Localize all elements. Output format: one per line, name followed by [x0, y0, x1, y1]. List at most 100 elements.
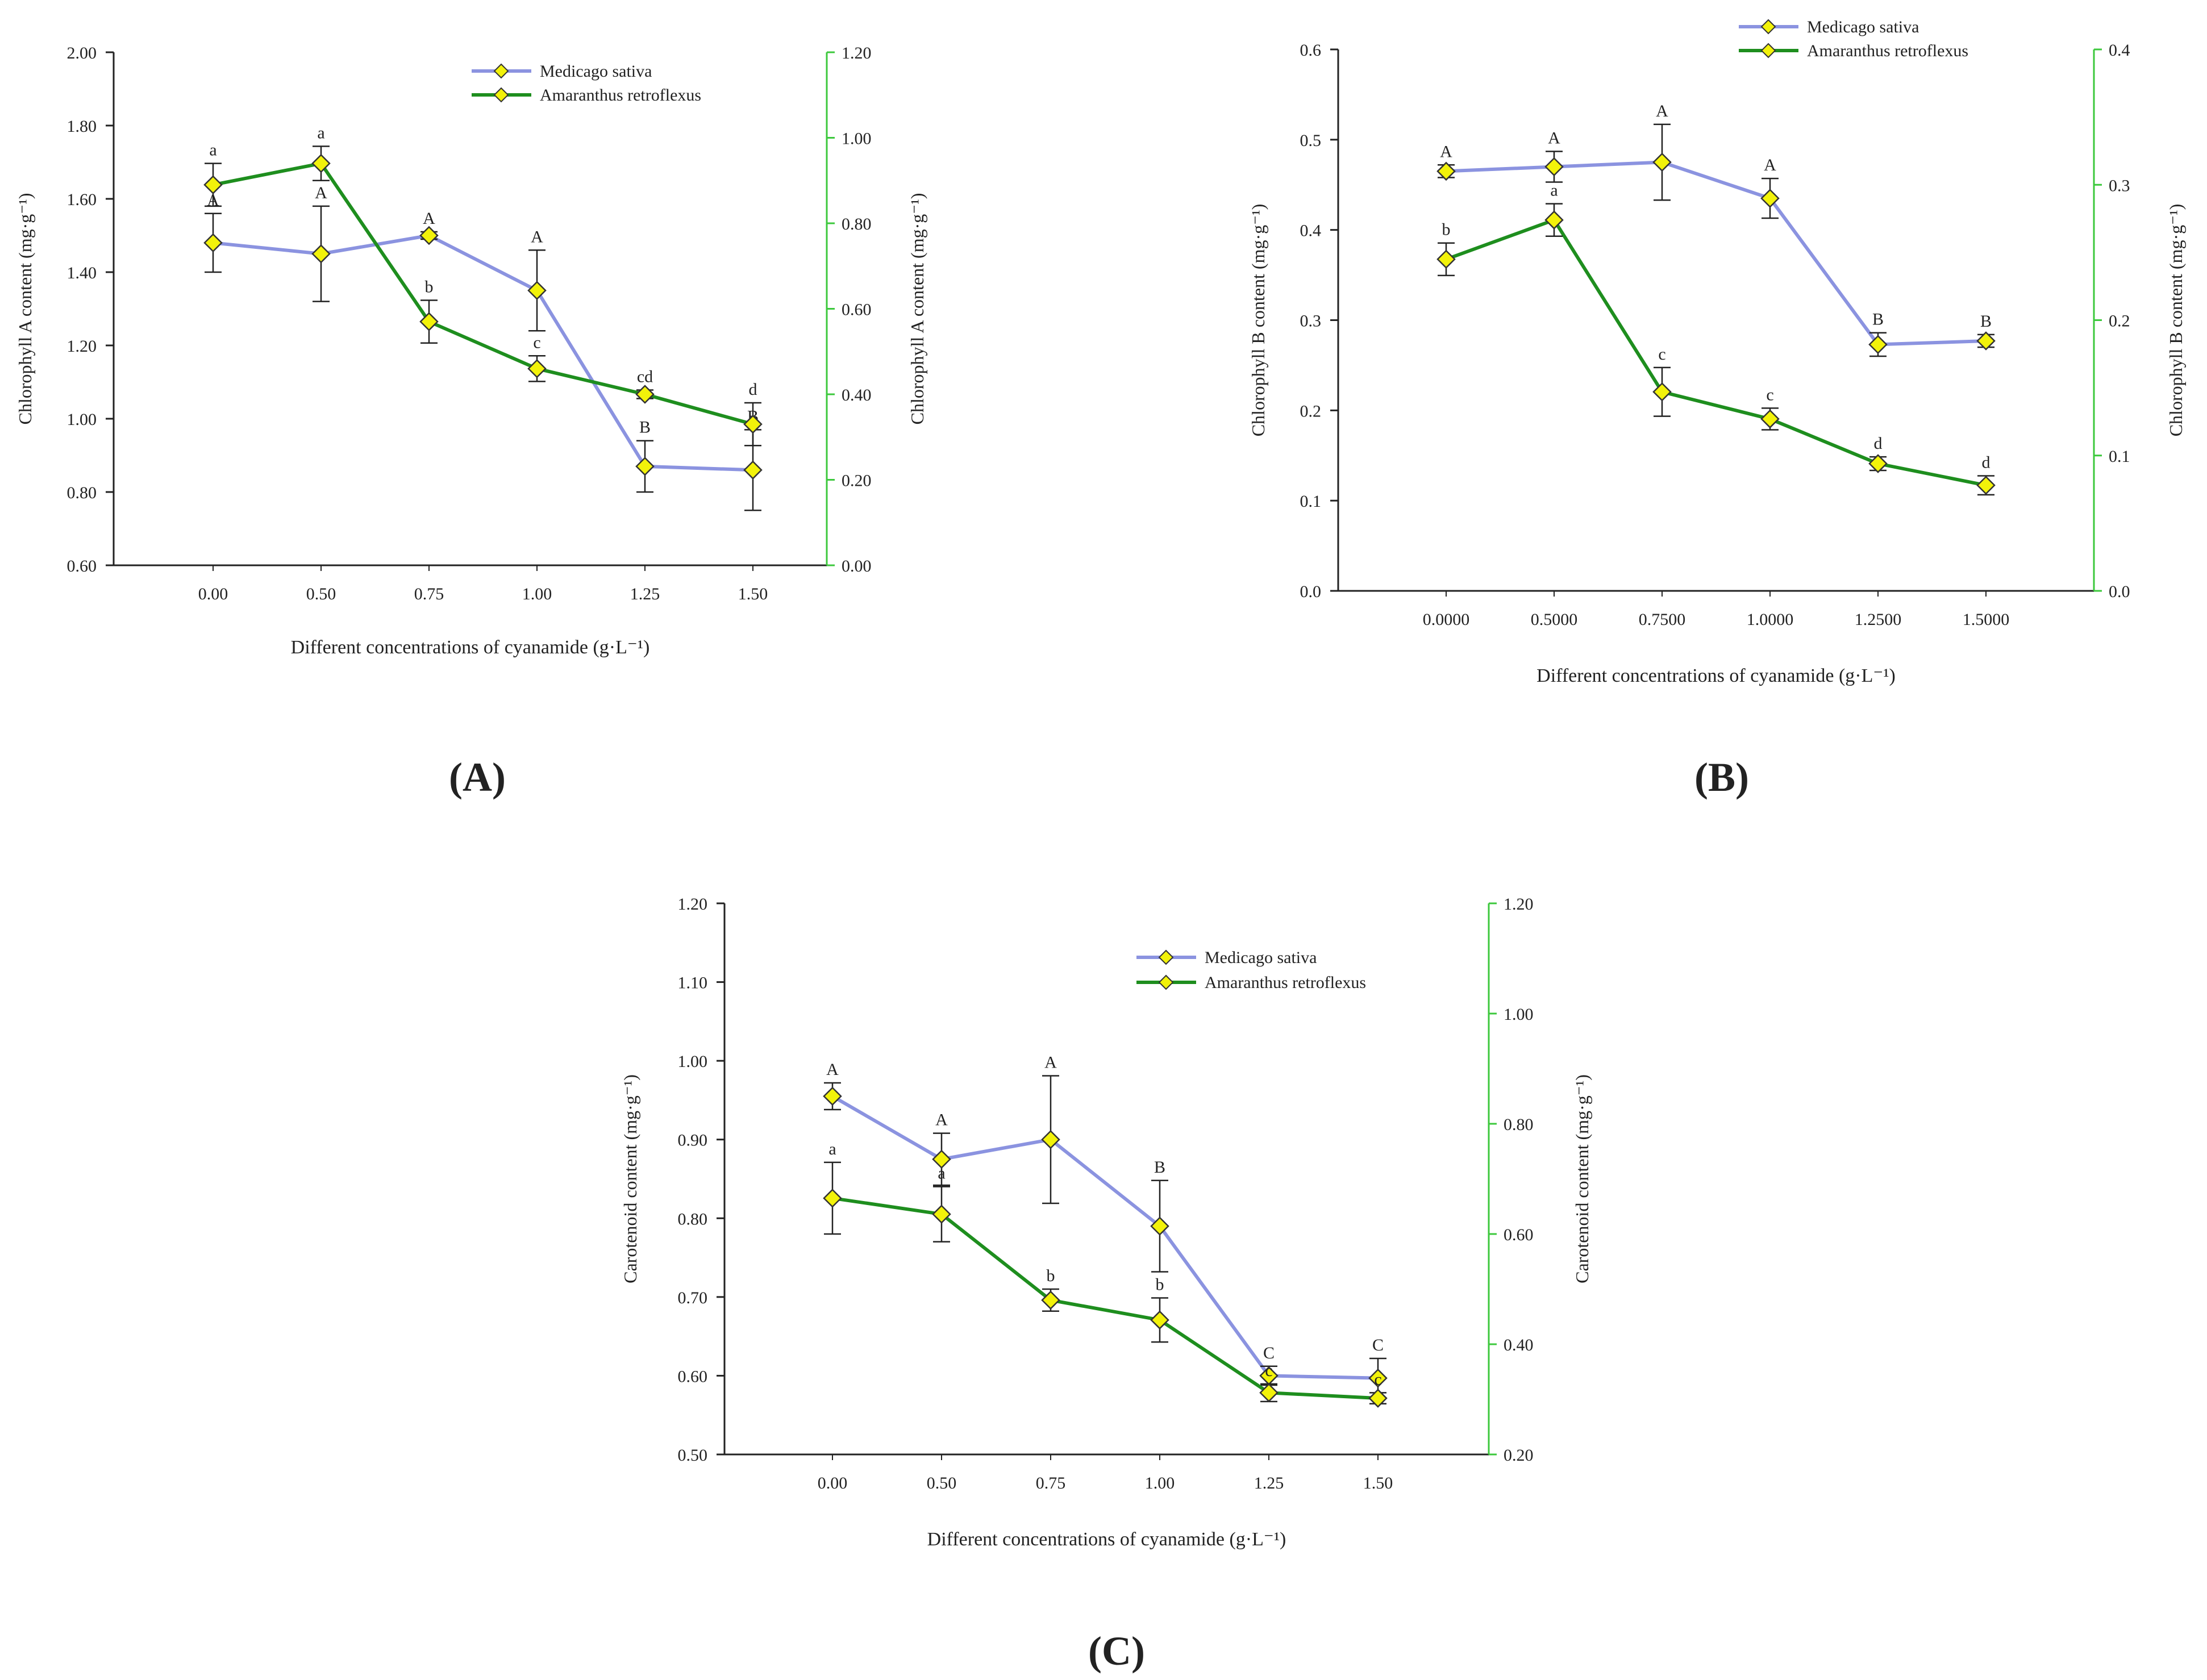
- data-point: [1652, 152, 1672, 172]
- data-point: [1544, 157, 1564, 177]
- right-y-tick-label: 0.4: [2109, 41, 2130, 60]
- data-point: [1150, 1310, 1169, 1330]
- legend-marker: [493, 63, 509, 79]
- data-point: [527, 359, 547, 378]
- data-point: [823, 1189, 842, 1208]
- right-y-tick-label: 0.00: [842, 557, 872, 576]
- significance-letter: b: [1047, 1266, 1055, 1285]
- significance-letter: B: [1980, 312, 1992, 331]
- data-point: [1868, 335, 1888, 355]
- data-point: [527, 281, 547, 301]
- x-tick-label: 0.50: [927, 1474, 957, 1493]
- left-y-tick-label: 0.3: [1300, 312, 1322, 331]
- data-point: [635, 385, 655, 404]
- right-y-tick-label: 0.0: [2109, 582, 2130, 601]
- left-y-tick-label: 1.20: [678, 895, 708, 914]
- left-y-axis-label: Chlorophyll B content (mg·g⁻¹): [1248, 204, 1268, 437]
- data-point: [1976, 476, 1996, 495]
- left-y-tick-label: 0.90: [678, 1131, 708, 1150]
- data-point: [1368, 1368, 1388, 1388]
- data-point: [1760, 409, 1780, 429]
- legend-label: Amaranthus retroflexus: [540, 86, 701, 105]
- left-y-tick-label: 0.70: [678, 1289, 708, 1307]
- significance-letter: C: [1372, 1336, 1384, 1354]
- significance-letter: A: [1548, 128, 1560, 147]
- left-y-tick-label: 1.00: [67, 410, 97, 429]
- right-y-axis-label: Chlorophyll B content (mg·g⁻¹): [2166, 204, 2186, 437]
- legend-marker: [1158, 974, 1174, 990]
- right-y-tick-label: 0.20: [1504, 1446, 1534, 1465]
- right-y-tick-label: 0.60: [1504, 1225, 1534, 1244]
- significance-letter: c: [533, 333, 540, 352]
- series-line-medicago: [831, 1094, 1379, 1380]
- significance-letter: a: [209, 141, 216, 160]
- significance-letter: A: [935, 1111, 948, 1129]
- significance-letter: a: [1550, 181, 1558, 200]
- left-y-tick-label: 0.60: [67, 557, 97, 576]
- data-point: [203, 175, 223, 195]
- legend-marker: [1760, 19, 1776, 35]
- legend-label: Amaranthus retroflexus: [1205, 973, 1366, 992]
- legend-label: Amaranthus retroflexus: [1807, 41, 1968, 60]
- data-point: [1368, 1389, 1388, 1408]
- legend-marker: [1158, 949, 1174, 965]
- left-y-tick-label: 0.5: [1300, 131, 1322, 150]
- data-point: [1868, 454, 1888, 473]
- right-y-axis-label: Chlorophyll A content (mg·g⁻¹): [907, 193, 927, 425]
- x-tick-label: 1.5000: [1963, 610, 2010, 629]
- panel-b: 0.0 0.1 0.2 0.3 0.4 0.5 0.6 0.0 0.1 0.2 0.3 0.4 0.00…: [1248, 18, 2186, 686]
- significance-letter: a: [317, 124, 324, 143]
- significance-letter: c: [1374, 1370, 1381, 1389]
- x-tick-label: 1.0000: [1747, 610, 1794, 629]
- left-y-tick-label: 0.4: [1300, 222, 1322, 240]
- legend-label: Medicago sativa: [1807, 18, 1919, 36]
- right-y-tick-label: 0.1: [2109, 447, 2130, 466]
- series-line-amaranthus: [1445, 218, 1987, 487]
- data-point: [1041, 1129, 1060, 1149]
- left-y-axis-label: Chlorophyll A content (mg·g⁻¹): [15, 193, 35, 425]
- series-line-amaranthus: [832, 1196, 1379, 1400]
- x-tick-label: 1.25: [630, 585, 660, 603]
- significance-letter: B: [639, 418, 651, 437]
- significance-letter: d: [749, 380, 757, 399]
- x-tick-label: 1.00: [522, 585, 552, 603]
- series-line-amaranthus: [213, 161, 753, 426]
- data-point: [1976, 331, 1996, 351]
- significance-letter: a: [938, 1164, 945, 1183]
- data-point: [743, 460, 763, 480]
- x-tick-label: 0.00: [818, 1474, 848, 1493]
- right-y-tick-label: 0.40: [1504, 1336, 1534, 1354]
- left-y-tick-label: 0.50: [678, 1446, 708, 1465]
- x-tick-label: 0.5000: [1531, 610, 1578, 629]
- left-y-tick-label: 1.20: [67, 337, 97, 356]
- significance-letter: A: [315, 184, 327, 202]
- right-y-tick-label: 0.60: [842, 301, 872, 319]
- x-tick-label: 0.75: [1036, 1474, 1066, 1493]
- data-point: [1436, 161, 1456, 181]
- panel-label-a: (A): [449, 754, 506, 800]
- right-y-tick-label: 0.80: [842, 215, 872, 234]
- data-point: [932, 1149, 951, 1169]
- x-tick-label: 0.75: [414, 585, 444, 603]
- left-y-tick-label: 2.00: [67, 44, 97, 62]
- legend-label: Medicago sativa: [540, 62, 652, 81]
- right-y-tick-label: 0.3: [2109, 176, 2130, 195]
- significance-letter: A: [1440, 142, 1452, 161]
- significance-letter: B: [1154, 1158, 1165, 1177]
- right-y-tick-label: 0.80: [1504, 1115, 1534, 1134]
- significance-letter: B: [1872, 310, 1884, 329]
- x-tick-label: 0.00: [198, 585, 228, 603]
- left-y-tick-label: 1.60: [67, 190, 97, 209]
- left-y-tick-label: 0.0: [1300, 582, 1322, 601]
- x-tick-label: 1.25: [1254, 1474, 1284, 1493]
- panel-a: 0.60 0.80 1.00 1.20 1.40 1.60 1.80 2.00 0.00 0.20…: [15, 44, 927, 658]
- x-axis-label: Different concentrations of cyanamide (g…: [927, 1529, 1286, 1550]
- right-y-tick-label: 1.00: [842, 130, 872, 148]
- data-point: [1041, 1290, 1060, 1310]
- left-y-tick-label: 0.6: [1300, 41, 1322, 60]
- significance-letter: b: [425, 277, 434, 296]
- left-y-tick-label: 1.00: [678, 1052, 708, 1071]
- data-point: [203, 233, 223, 253]
- x-axis-label: Different concentrations of cyanamide (g…: [291, 637, 650, 658]
- panel-label-c: (C): [1088, 1628, 1145, 1674]
